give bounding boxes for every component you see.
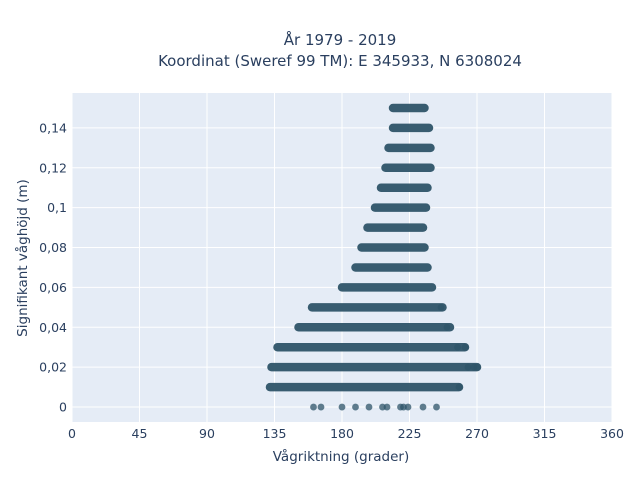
chart-title-line1: År 1979 - 2019 <box>284 30 397 49</box>
data-point <box>464 363 472 371</box>
x-tick-label: 135 <box>263 426 287 441</box>
data-point <box>455 383 463 391</box>
data-point <box>383 403 391 411</box>
y-tick-label: 0,04 <box>39 320 67 335</box>
x-tick-label: 315 <box>533 426 557 441</box>
y-tick-label: 0,1 <box>47 200 67 215</box>
data-point <box>404 403 412 411</box>
data-point <box>473 363 481 371</box>
data-bands <box>265 103 482 392</box>
data-point <box>433 403 440 411</box>
x-tick-label: 45 <box>132 426 148 441</box>
x-axis-ticks: 0 45 90 135 180 225 270 315 360 <box>68 426 624 441</box>
y-axis-ticks: 0 0,02 0,04 0,06 0,08 0,1 0,12 0,14 <box>39 120 67 414</box>
x-tick-label: 90 <box>199 426 215 441</box>
x-tick-label: 225 <box>398 426 422 441</box>
y-tick-label: 0,06 <box>39 280 67 295</box>
data-point <box>419 403 427 411</box>
data-point <box>443 323 451 331</box>
data-point <box>454 343 461 351</box>
x-tick-label: 270 <box>465 426 489 441</box>
data-point <box>437 303 445 311</box>
data-point <box>365 403 373 411</box>
data-points <box>310 303 481 411</box>
y-tick-label: 0,08 <box>39 240 67 255</box>
x-axis-label: Vågriktning (grader) <box>273 448 410 465</box>
data-point <box>461 343 469 351</box>
data-point <box>338 403 346 411</box>
x-tick-label: 0 <box>68 426 76 441</box>
y-axis-label: Signifikant våghöjd (m) <box>14 179 31 337</box>
data-point <box>352 403 359 411</box>
x-tick-label: 360 <box>600 426 624 441</box>
y-tick-label: 0 <box>59 400 67 415</box>
y-tick-label: 0,12 <box>39 160 67 175</box>
chart-title-line2: Koordinat (Sweref 99 TM): E 345933, N 63… <box>158 52 522 70</box>
data-point <box>317 403 325 411</box>
y-tick-label: 0,02 <box>39 360 67 375</box>
y-tick-label: 0,14 <box>39 120 67 135</box>
x-tick-label: 180 <box>330 426 354 441</box>
data-point <box>310 403 317 411</box>
